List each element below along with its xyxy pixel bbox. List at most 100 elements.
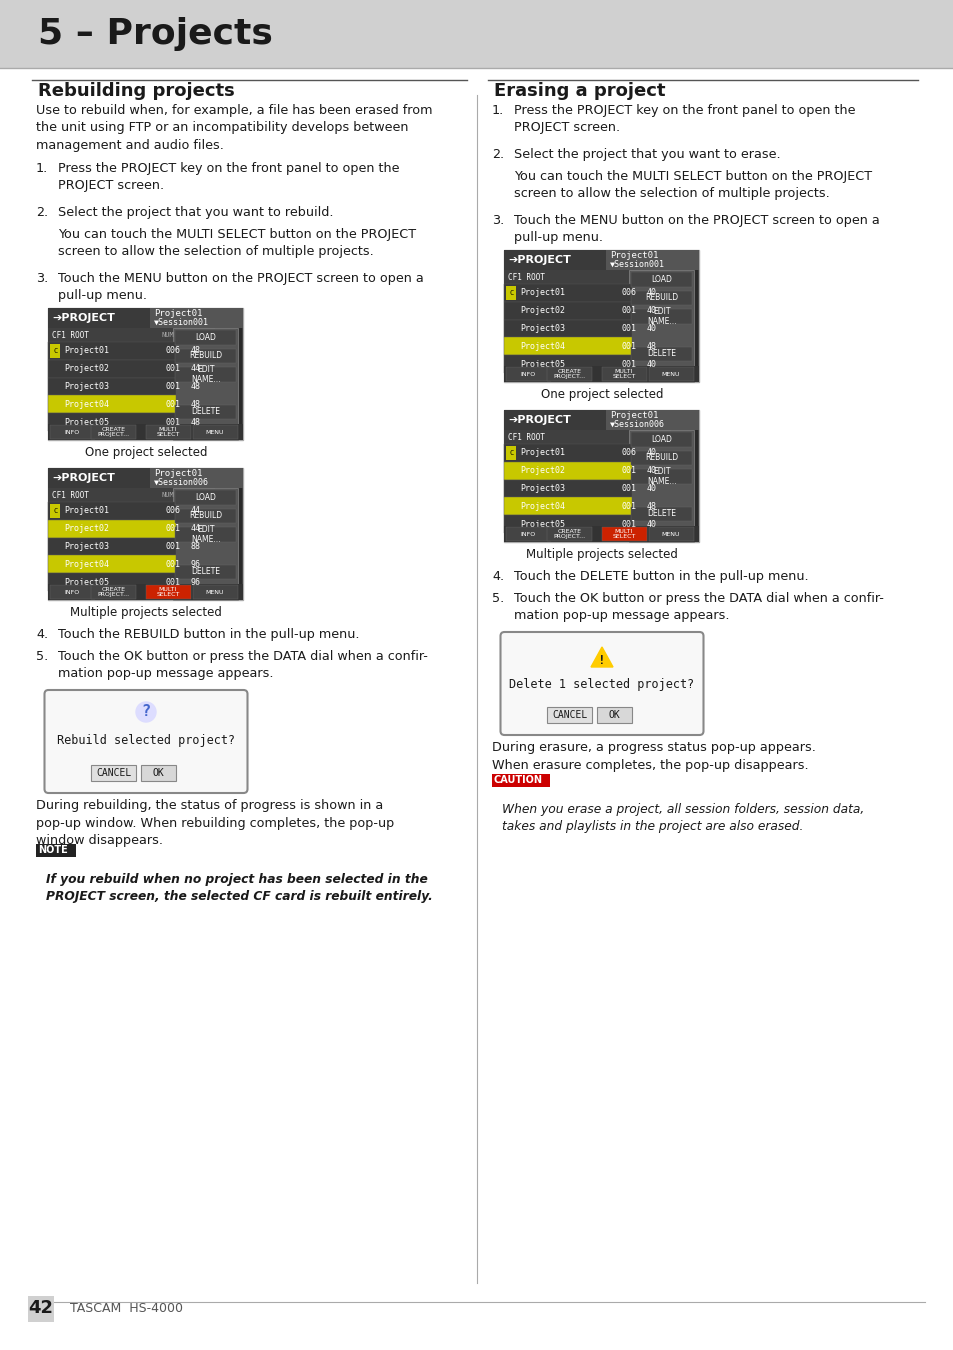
Bar [141,765,175,782]
Bar [504,410,699,541]
FancyBboxPatch shape [500,632,702,734]
Text: CF1 ROOT: CF1 ROOT [52,331,90,339]
Bar [631,290,692,305]
Text: 40: 40 [646,520,657,529]
Text: C: C [509,450,513,456]
Text: Touch the MENU button on the PROJECT screen to open a
pull-up menu.: Touch the MENU button on the PROJECT scr… [514,215,879,244]
Text: During erasure, a progress status pop-up appears.
When erasure completes, the po: During erasure, a progress status pop-up… [492,741,815,771]
Text: Touch the REBUILD button in the pull-up menu.: Touch the REBUILD button in the pull-up … [58,628,359,641]
Text: ➔PROJECT: ➔PROJECT [52,472,115,483]
Text: 88: 88 [191,543,201,551]
Bar [506,446,516,460]
Text: DELETE: DELETE [192,567,220,576]
Text: 001: 001 [165,364,180,373]
Text: CREATE
PROJECT...: CREATE PROJECT... [553,529,585,539]
Text: C: C [509,290,513,296]
Bar [631,451,692,466]
Text: 44: 44 [191,524,201,533]
Text: 40: 40 [646,289,657,297]
Text: EDIT
NAME...: EDIT NAME... [646,306,676,327]
Bar [504,320,632,338]
Bar [49,378,176,396]
Text: C: C [53,348,57,354]
Text: ▼Session006: ▼Session006 [609,420,664,428]
Text: ➔PROJECT: ➔PROJECT [52,313,115,323]
Text: Touch the OK button or press the DATA dial when a confir-
mation pop-up message : Touch the OK button or press the DATA di… [58,649,428,680]
Text: FS: FS [191,491,199,498]
Text: 48: 48 [191,400,201,409]
Bar [504,250,605,270]
Text: One project selected: One project selected [85,446,207,459]
Text: ▼Session001: ▼Session001 [153,317,209,327]
Text: REBUILD: REBUILD [190,351,222,360]
Bar [49,555,176,574]
Bar [193,585,237,599]
Text: 2.: 2. [36,207,48,219]
Bar [28,1296,54,1322]
Text: 001: 001 [165,400,180,409]
Bar [49,487,215,502]
Text: MENU: MENU [660,371,679,377]
Text: 001: 001 [165,578,180,587]
Text: Project01: Project01 [520,448,565,458]
Bar [150,308,243,328]
Text: 2.: 2. [492,148,503,161]
Text: Project01: Project01 [153,470,202,478]
Text: 001: 001 [620,324,636,333]
Text: MULTI
SELECT: MULTI SELECT [612,369,635,379]
Text: 001: 001 [165,560,180,568]
Text: Touch the MENU button on the PROJECT screen to open a
pull-up menu.: Touch the MENU button on the PROJECT scr… [58,271,423,302]
Bar [175,348,236,363]
Text: Project04: Project04 [65,400,110,409]
Text: 40: 40 [646,485,657,493]
Text: 5 – Projects: 5 – Projects [38,18,273,51]
Text: CANCEL: CANCEL [552,710,587,720]
Text: Project02: Project02 [65,364,110,373]
Text: 001: 001 [620,502,636,510]
Bar [49,468,243,599]
Text: 001: 001 [165,417,180,427]
Text: 48: 48 [191,347,201,355]
Text: Rebuilding projects: Rebuilding projects [38,82,234,100]
Text: 40: 40 [646,448,657,458]
Bar [0,1300,953,1350]
Text: 006: 006 [620,448,636,458]
Text: NOTE: NOTE [38,845,68,855]
Text: Project03: Project03 [520,324,565,333]
Text: 006: 006 [165,347,180,355]
Bar [631,347,692,362]
Bar [504,284,632,302]
Bar [506,286,516,300]
Text: ➔PROJECT: ➔PROJECT [508,255,571,265]
Text: 001: 001 [620,342,636,351]
Text: 96: 96 [191,578,201,587]
Bar [49,396,176,413]
Text: Project01: Project01 [609,251,658,261]
Text: LOAD: LOAD [651,435,672,444]
Text: Project04: Project04 [65,560,110,568]
Bar [504,526,699,541]
Bar [504,270,671,284]
Text: Delete 1 selected project?: Delete 1 selected project? [509,678,694,691]
Bar [51,504,60,518]
Text: EDIT
NAME...: EDIT NAME... [646,467,676,486]
Text: EDIT
NAME...: EDIT NAME... [191,525,220,544]
Text: 001: 001 [620,306,636,316]
Bar [175,490,236,505]
Bar [193,425,237,439]
Text: 001: 001 [165,524,180,533]
Text: EDIT
NAME...: EDIT NAME... [191,364,220,385]
Bar [51,585,95,599]
Text: CREATE
PROJECT...: CREATE PROJECT... [553,369,585,379]
Text: OK: OK [152,768,164,778]
Bar [175,405,236,420]
Bar [504,250,699,382]
Text: MULTI
SELECT: MULTI SELECT [612,529,635,539]
Text: Rebuild selected project?: Rebuild selected project? [57,734,234,747]
Bar [504,338,632,355]
Text: Erasing a project: Erasing a project [494,82,665,100]
Text: Project03: Project03 [520,485,565,493]
Text: DELETE: DELETE [192,408,220,417]
Text: Multiple projects selected: Multiple projects selected [525,548,678,562]
Text: Project05: Project05 [520,520,565,529]
